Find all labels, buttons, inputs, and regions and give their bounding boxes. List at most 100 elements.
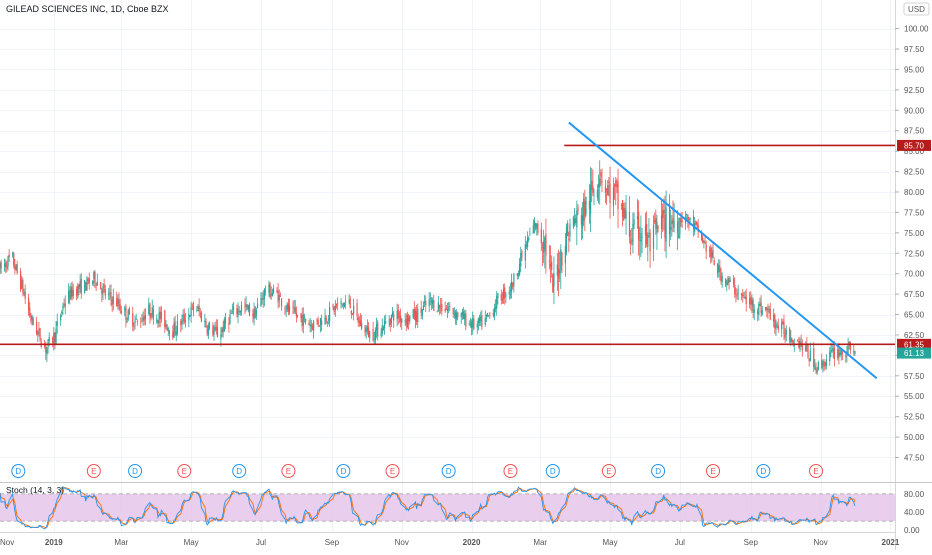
candle-body [92, 280, 94, 284]
candle-body [679, 218, 681, 235]
candle-body [519, 263, 521, 275]
candle-body [854, 350, 856, 355]
earnings-marker[interactable]: E [503, 464, 518, 478]
event-marker-circle [11, 464, 26, 478]
candle-body [192, 305, 195, 311]
candle-body [824, 361, 826, 367]
candle-body [39, 327, 41, 341]
candle-body [148, 304, 150, 314]
candle-body [88, 278, 90, 284]
dividend-marker[interactable]: D [11, 464, 26, 478]
candle-body [239, 311, 241, 313]
candle-body [407, 317, 410, 322]
price-tick-label: 47.50 [904, 453, 925, 462]
candle-body [697, 224, 699, 232]
candle-body [631, 239, 633, 242]
candle-body [254, 307, 256, 319]
candle-body [809, 350, 811, 362]
candle-body [783, 321, 785, 335]
candle-body [16, 264, 18, 274]
candle-body [174, 321, 176, 333]
candle-body [781, 322, 783, 330]
candle-body [263, 289, 265, 300]
candle-body [800, 342, 802, 344]
candle-body [500, 294, 502, 301]
candle-body [605, 188, 608, 191]
candle-body [364, 325, 366, 333]
candle-body [646, 223, 648, 245]
candle-body [220, 334, 222, 340]
candle-body [718, 265, 720, 273]
time-axis[interactable]: Nov 2019 Mar May Jul Sep Nov 2020 Mar May Jul Sep No… [0, 538, 900, 547]
candle-body [671, 220, 673, 225]
candle-body [309, 324, 311, 326]
candle-body [261, 298, 263, 300]
candle-body [8, 254, 10, 258]
candle-body [593, 194, 595, 196]
candle-body [840, 350, 842, 355]
price-tick-label: 57.50 [904, 372, 925, 381]
candle-body [765, 307, 767, 310]
earnings-marker[interactable]: E [601, 464, 616, 478]
price-tick-label: 75.00 [904, 229, 925, 238]
earnings-marker[interactable]: E [809, 464, 824, 478]
candle-body [636, 216, 639, 220]
event-marker-circle [281, 464, 296, 478]
earnings-marker[interactable]: E [385, 464, 400, 478]
candle-body [389, 318, 391, 325]
earnings-marker[interactable]: E [177, 464, 192, 478]
dividend-marker[interactable]: D [651, 464, 666, 478]
candle-body [543, 241, 545, 253]
candle-body [188, 314, 190, 321]
candle-body [214, 327, 216, 331]
candle-body [31, 315, 33, 320]
dividend-marker[interactable]: D [441, 464, 456, 478]
candle-body [808, 358, 810, 362]
candle-body [656, 221, 658, 234]
earnings-marker[interactable]: E [281, 464, 296, 478]
candle-body [397, 309, 399, 319]
event-marker-circle [651, 464, 666, 478]
candle-body [678, 234, 680, 239]
candle-body [548, 260, 550, 262]
trend-lines[interactable] [568, 121, 878, 380]
horizontal-lines[interactable] [0, 144, 895, 346]
dividend-marker[interactable]: D [545, 464, 560, 478]
candle-body [24, 291, 26, 299]
candle-body [829, 351, 831, 362]
candle-body [244, 305, 246, 307]
candle-body [311, 326, 314, 330]
candle-body [825, 359, 827, 366]
candle-body [205, 321, 207, 327]
event-marker-label: E [606, 467, 611, 476]
dividend-marker[interactable]: D [336, 464, 351, 478]
earnings-marker[interactable]: E [86, 464, 101, 478]
candle-body [441, 303, 443, 312]
candle-body [164, 310, 166, 328]
currency-badge[interactable]: USD [903, 2, 930, 16]
dividend-marker[interactable]: D [232, 464, 247, 478]
dividend-marker[interactable]: D [128, 464, 143, 478]
candle-body [215, 326, 217, 330]
candle-body [247, 305, 249, 311]
trend-line[interactable] [568, 121, 878, 380]
candle-body [573, 219, 576, 224]
candle-body [61, 311, 63, 314]
price-tick-label: 77.50 [904, 208, 925, 217]
candle-body [358, 321, 360, 323]
candle-body [372, 329, 374, 341]
candle-body [253, 309, 255, 320]
dividend-marker[interactable]: D [756, 464, 771, 478]
candle-body [564, 246, 566, 264]
candle-body [0, 262, 2, 268]
candle-body [425, 300, 427, 306]
candle-body [77, 285, 79, 298]
earnings-marker[interactable]: E [706, 464, 721, 478]
time-tick-label: Jul [256, 538, 266, 547]
time-tick-label: Mar [533, 538, 547, 547]
candle-body [575, 217, 577, 224]
stoch-k-line [0, 485, 856, 530]
